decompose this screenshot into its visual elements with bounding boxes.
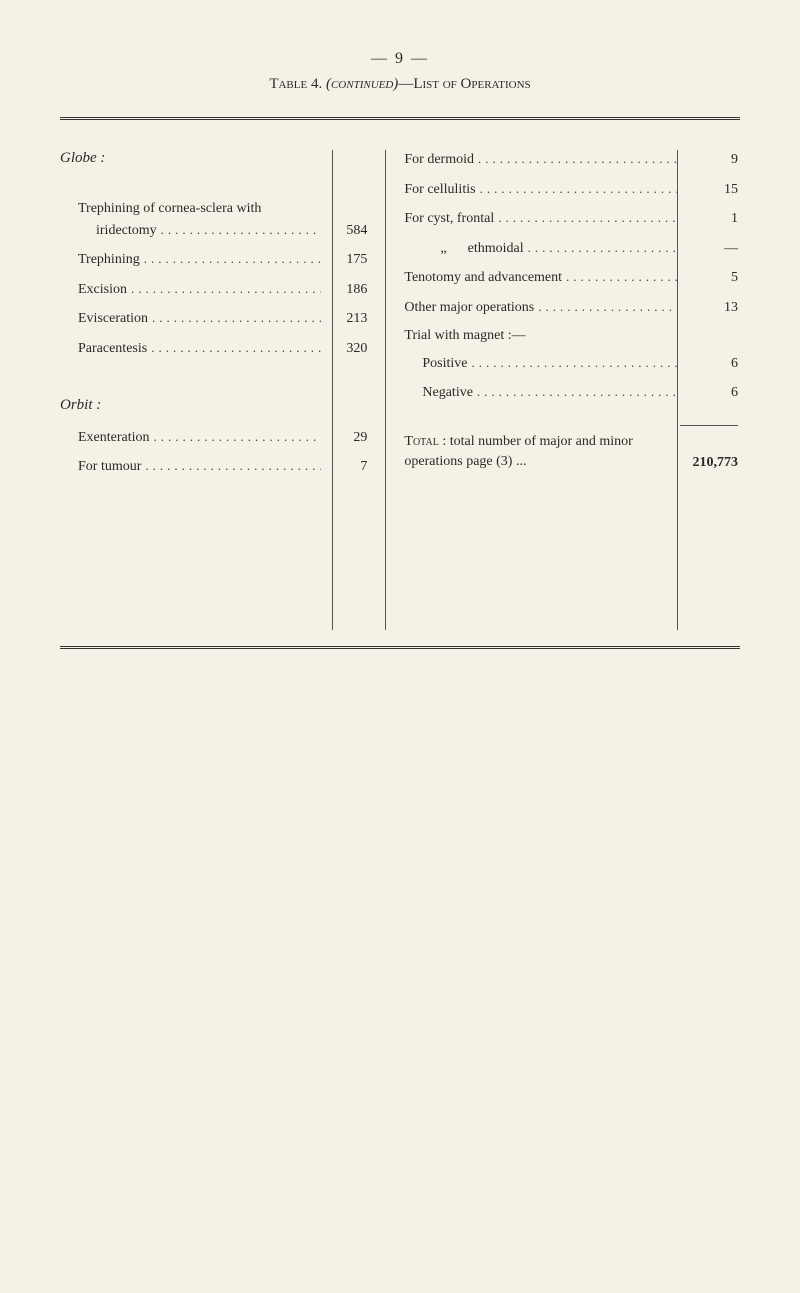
row-value: 1 <box>678 209 740 229</box>
two-column-table: Globe : Trephining of cornea-sclera with… <box>60 120 740 646</box>
row-value: 6 <box>678 383 740 403</box>
caption-suffix: —List of Operations <box>398 76 530 92</box>
row-label: Exenteration <box>78 428 150 448</box>
table-row: For tumour .............................… <box>60 457 373 477</box>
row-label: Negative <box>422 383 473 403</box>
left-column: Globe : Trephining of cornea-sclera with… <box>60 150 386 630</box>
row-value: — <box>678 239 740 259</box>
left-value-separator <box>332 150 333 630</box>
row-value: 7 <box>321 457 373 477</box>
row-label: Excision <box>78 280 127 300</box>
double-rule-bottom <box>60 646 740 649</box>
row-value: 13 <box>678 298 740 318</box>
table-row: For dermoid ............................… <box>404 150 740 170</box>
caption-prefix: Table 4. <box>269 76 326 92</box>
row-label: Tenotomy and advancement <box>404 268 562 288</box>
leader-dots: ........................................… <box>498 209 678 227</box>
leader-dots: ........................................… <box>477 383 678 401</box>
row-value: 5 <box>678 268 740 288</box>
right-column: For dermoid ............................… <box>386 150 740 630</box>
table-row: „ ethmoidal ............................… <box>404 239 740 259</box>
table-row: Excision ...............................… <box>60 280 373 300</box>
table-row: iridectomy .............................… <box>60 221 373 241</box>
row-value: 213 <box>321 309 373 329</box>
leader-dots: ........................................… <box>480 180 678 198</box>
row-label: Trephining <box>78 250 140 270</box>
right-value-separator <box>677 150 678 630</box>
total-label-sc: Total <box>404 434 438 449</box>
page-number: — 9 — <box>60 50 740 68</box>
row-label: Trephining of cornea-sclera with <box>78 199 261 219</box>
table-row: Exenteration ...........................… <box>60 428 373 448</box>
leader-dots: ........................................… <box>161 221 322 239</box>
total-label-rest: : total number of major and minor operat… <box>404 434 632 469</box>
document-page: — 9 — Table 4. (continued)—List of Opera… <box>0 0 800 1293</box>
leader-dots: ........................................… <box>152 309 321 327</box>
leader-dots: ........................................… <box>538 298 678 316</box>
table-row: Positive ...............................… <box>404 354 740 374</box>
table-row: Negative ...............................… <box>404 383 740 403</box>
row-label: For cyst, frontal <box>404 209 494 229</box>
row-label: For tumour <box>78 457 141 477</box>
section-heading-globe: Globe : <box>60 150 373 167</box>
row-label: Paracentesis <box>78 339 147 359</box>
total-value: 210,773 <box>678 453 740 473</box>
row-value: 186 <box>321 280 373 300</box>
leader-dots: ........................................… <box>566 268 678 286</box>
table-row: Other major operations .................… <box>404 298 740 318</box>
leader-dots: ........................................… <box>154 428 322 446</box>
table-row: Tenotomy and advancement ...............… <box>404 268 740 288</box>
total-label: Total : total number of major and minor … <box>404 432 678 473</box>
row-label: For dermoid <box>404 150 474 170</box>
table-row: For cyst, frontal ......................… <box>404 209 740 229</box>
row-label: For cellulitis <box>404 180 475 200</box>
row-label: Trial with magnet :— <box>404 328 525 344</box>
row-label: Other major operations <box>404 298 534 318</box>
leader-dots: ........................................… <box>151 339 321 357</box>
table-row: For cellulitis .........................… <box>404 180 740 200</box>
row-value: 320 <box>321 339 373 359</box>
leader-dots: ........................................… <box>144 250 322 268</box>
row-value: 6 <box>678 354 740 374</box>
caption-continued: (continued) <box>326 76 398 92</box>
row-value: 175 <box>321 250 373 270</box>
table-row: Evisceration ...........................… <box>60 309 373 329</box>
leader-dots: ........................................… <box>145 457 321 475</box>
section-heading-orbit: Orbit : <box>60 397 373 414</box>
leader-dots: ........................................… <box>528 239 678 257</box>
table-row: Trephining .............................… <box>60 250 373 270</box>
row-value: 29 <box>321 428 373 448</box>
subheading-trial: Trial with magnet :— <box>404 328 740 344</box>
row-value: 15 <box>678 180 740 200</box>
row-label: Evisceration <box>78 309 148 329</box>
table-row: Paracentesis ...........................… <box>60 339 373 359</box>
row-label: Positive <box>422 354 467 374</box>
leader-dots: ........................................… <box>478 150 678 168</box>
leader-dots: ........................................… <box>131 280 321 298</box>
leader-dots: ........................................… <box>472 354 678 372</box>
row-value: 9 <box>678 150 740 170</box>
row-label: iridectomy <box>96 221 157 241</box>
table-caption: Table 4. (continued)—List of Operations <box>60 76 740 93</box>
table-row: Trephining of cornea-sclera with <box>60 199 373 219</box>
row-value: 584 <box>321 221 373 241</box>
total-rule <box>680 425 738 426</box>
total-row: Total : total number of major and minor … <box>404 432 740 473</box>
row-label: „ ethmoidal <box>440 239 523 259</box>
